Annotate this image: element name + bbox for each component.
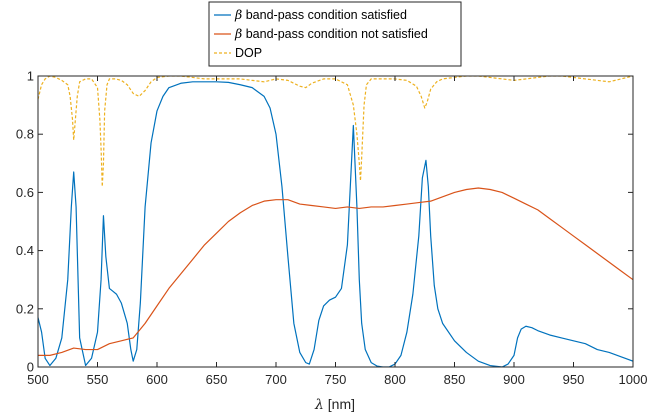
x-tick-label: 1000 bbox=[619, 372, 648, 387]
x-axis-label-unit: [nm] bbox=[328, 396, 355, 412]
x-tick-label: 800 bbox=[384, 372, 406, 387]
x-tick-label: 900 bbox=[503, 372, 525, 387]
legend-label-not-satisfied: β band-pass condition not satisfied bbox=[234, 26, 428, 41]
x-axis-label: λ [nm] bbox=[314, 396, 355, 413]
series-layer bbox=[38, 76, 633, 367]
x-tick-label: 550 bbox=[87, 372, 109, 387]
y-tick-label: 0.2 bbox=[16, 301, 34, 316]
y-tick-label: 0.4 bbox=[16, 243, 34, 258]
plot-area bbox=[38, 76, 633, 367]
legend-symbol-not-satisfied: β bbox=[234, 26, 242, 41]
x-tick-label: 750 bbox=[325, 372, 347, 387]
legend-label-satisfied: β band-pass condition satisfied bbox=[234, 7, 407, 22]
legend-symbol-satisfied: β bbox=[234, 7, 242, 22]
x-tick-label: 500 bbox=[27, 372, 49, 387]
x-tick-label: 600 bbox=[146, 372, 168, 387]
legend-box bbox=[208, 1, 462, 67]
legend: β band-pass condition satisfied β band-p… bbox=[208, 1, 462, 67]
x-tick-label: 700 bbox=[265, 372, 287, 387]
series-line-not-satisfied bbox=[38, 187, 633, 356]
x-tick-label: 850 bbox=[444, 372, 466, 387]
x-tick-label: 950 bbox=[563, 372, 585, 387]
ticks-layer: 500 550 600 650 700 750 800 850 900 950 1000 0 0.2 0.… bbox=[16, 69, 648, 388]
y-tick-label: 0.6 bbox=[16, 185, 34, 200]
legend-text-not-satisfied: band-pass condition not satisfied bbox=[246, 27, 428, 41]
y-tick-label: 0.8 bbox=[16, 127, 34, 142]
legend-label-dop: DOP bbox=[235, 46, 262, 60]
y-tick-label: 0 bbox=[27, 360, 34, 375]
legend-text-satisfied: band-pass condition satisfied bbox=[246, 8, 407, 22]
x-tick-label: 650 bbox=[206, 372, 228, 387]
series-line-satisfied bbox=[38, 81, 633, 367]
series-line-dop bbox=[38, 76, 633, 188]
y-tick-label: 1 bbox=[27, 69, 34, 84]
x-axis-label-symbol: λ bbox=[314, 397, 324, 413]
